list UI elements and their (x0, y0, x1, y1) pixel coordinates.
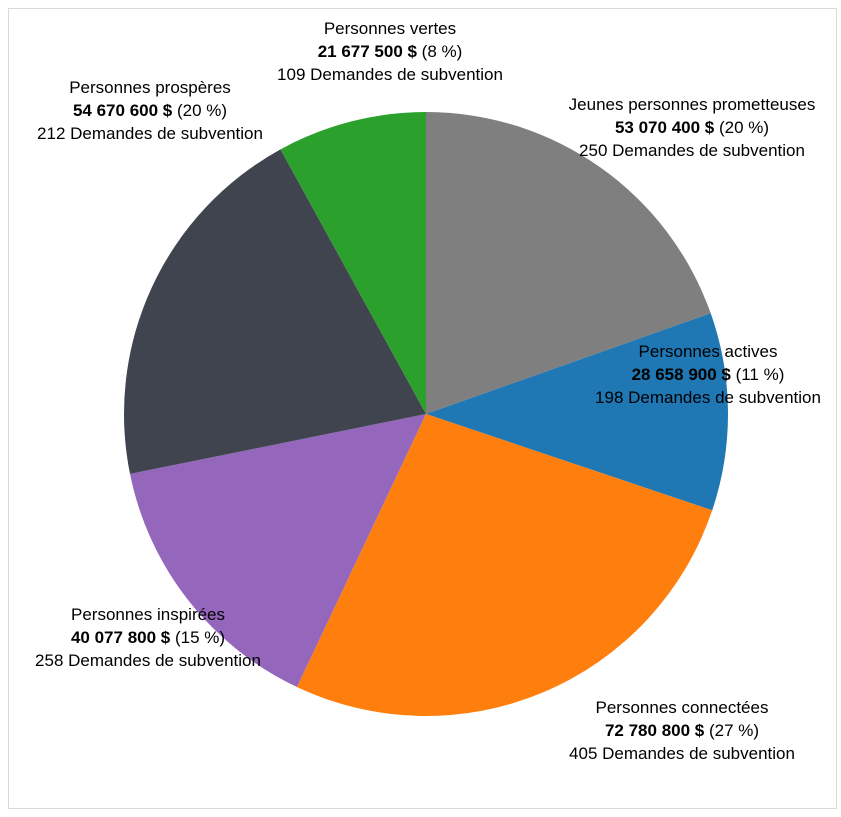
pie-label-personnes-vertes: Personnes vertes 21 677 500 $ (8 %) 109 De… (277, 19, 503, 84)
pie-slice-jeunes-personnes-prometteuses (426, 112, 711, 414)
slice-requests-label: 405 Demandes de subvention (569, 744, 795, 763)
pie-labels: Jeunes personnes prometteuses 53 070 400 … (35, 19, 821, 763)
pie-label-personnes-connectees: Personnes connectées 72 780 800 $ (27 %) 4… (569, 698, 795, 763)
slice-requests-label: 258 Demandes de subvention (35, 651, 261, 670)
slice-amount-label: 54 670 600 $ (20 %) (73, 101, 227, 120)
slice-amount-label: 40 077 800 $ (15 %) (71, 628, 225, 647)
pie-label-personnes-inspirees: Personnes inspirées 40 077 800 $ (15 %) 25… (35, 605, 261, 670)
slice-percent: (15 %) (175, 628, 225, 647)
slice-percent: (20 %) (177, 101, 227, 120)
slice-amount: 21 677 500 $ (318, 42, 422, 61)
pie-label-personnes-prosperes: Personnes prospères 54 670 600 $ (20 %) 21… (37, 78, 263, 143)
slice-amount-label: 28 658 900 $ (11 %) (632, 365, 785, 384)
slice-name-label: Personnes inspirées (71, 605, 225, 624)
pie-label-personnes-actives: Personnes actives 28 658 900 $ (11 %) 198 … (595, 342, 821, 407)
slice-percent: (8 %) (422, 42, 463, 61)
slice-requests-label: 109 Demandes de subvention (277, 65, 503, 84)
slice-amount: 54 670 600 $ (73, 101, 177, 120)
slice-percent: (27 %) (709, 721, 759, 740)
pie-slices (124, 112, 729, 717)
slice-amount: 40 077 800 $ (71, 628, 175, 647)
slice-name-label: Personnes vertes (324, 19, 456, 38)
pie-slice-personnes-connectees (296, 414, 713, 717)
chart-frame (8, 8, 837, 809)
pie-slice-personnes-inspirees (130, 414, 426, 688)
slice-name-label: Jeunes personnes prometteuses (569, 95, 816, 114)
slice-amount-label: 72 780 800 $ (27 %) (605, 721, 759, 740)
slice-requests-label: 250 Demandes de subvention (579, 141, 805, 160)
slice-requests-label: 212 Demandes de subvention (37, 124, 263, 143)
slice-percent: (11 %) (736, 365, 785, 384)
slice-amount: 53 070 400 $ (615, 118, 719, 137)
pie-slice-personnes-prosperes (124, 149, 426, 474)
pie-label-jeunes-personnes-prometteuses: Jeunes personnes prometteuses 53 070 400 … (569, 95, 816, 160)
pie-slice-personnes-vertes (280, 112, 426, 414)
pie-slice-personnes-actives (426, 313, 729, 511)
slice-requests-label: 198 Demandes de subvention (595, 388, 821, 407)
slice-amount: 28 658 900 $ (632, 365, 736, 384)
slice-amount-label: 53 070 400 $ (20 %) (615, 118, 769, 137)
slice-name-label: Personnes actives (639, 342, 778, 361)
slice-name-label: Personnes prospères (69, 78, 231, 97)
slice-name-label: Personnes connectées (596, 698, 769, 717)
slice-amount-label: 21 677 500 $ (8 %) (318, 42, 463, 61)
slice-percent: (20 %) (719, 118, 769, 137)
slice-amount: 72 780 800 $ (605, 721, 709, 740)
